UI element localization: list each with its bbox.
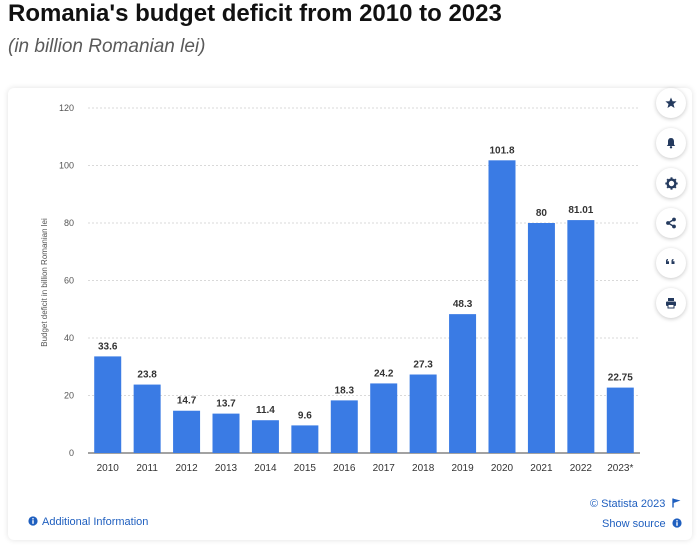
print-icon xyxy=(666,298,676,309)
favorite-button[interactable] xyxy=(656,88,686,118)
x-tick-label: 2023* xyxy=(607,463,633,474)
bar xyxy=(94,356,122,453)
bar xyxy=(212,413,240,453)
y-tick-label: 80 xyxy=(64,218,74,228)
chart-title: Romania's budget deficit from 2010 to 20… xyxy=(8,0,502,27)
bar xyxy=(527,223,555,453)
chart-subtitle: (in billion Romanian lei) xyxy=(8,36,206,57)
x-tick-label: 2022 xyxy=(570,463,593,474)
info-icon xyxy=(28,516,38,526)
bar xyxy=(173,410,201,453)
data-label: 22.75 xyxy=(608,373,633,384)
copyright-text: © Statista 2023 xyxy=(590,498,681,510)
show-source-label: Show source xyxy=(602,518,666,530)
star-icon xyxy=(665,97,677,108)
x-tick-label: 2015 xyxy=(294,463,317,474)
bar xyxy=(488,160,516,453)
data-label: 23.8 xyxy=(137,370,157,381)
y-tick-label: 60 xyxy=(64,276,74,286)
additional-information-link[interactable]: Additional Information xyxy=(28,516,148,528)
y-tick-label: 120 xyxy=(59,103,74,113)
info-icon xyxy=(672,518,682,528)
share-icon xyxy=(666,217,676,229)
data-label: 27.3 xyxy=(413,360,433,371)
bar xyxy=(567,220,595,453)
data-label: 11.4 xyxy=(256,405,275,416)
data-label: 9.6 xyxy=(298,410,312,421)
x-tick-label: 2017 xyxy=(373,463,396,474)
bar xyxy=(133,384,161,453)
gear-icon xyxy=(664,176,678,190)
x-tick-label: 2014 xyxy=(254,463,277,474)
y-tick-label: 0 xyxy=(69,448,74,458)
data-label: 80 xyxy=(536,208,548,219)
flag-icon xyxy=(672,498,681,508)
x-tick-label: 2019 xyxy=(451,463,474,474)
data-label: 24.2 xyxy=(374,368,394,379)
data-label: 13.7 xyxy=(216,399,236,410)
bar xyxy=(291,425,319,453)
settings-button[interactable] xyxy=(656,168,686,198)
bar xyxy=(370,383,398,453)
data-label: 18.3 xyxy=(335,385,355,396)
bell-icon xyxy=(666,138,676,149)
bar xyxy=(251,420,279,453)
data-label: 81.01 xyxy=(568,205,593,216)
x-tick-label: 2021 xyxy=(530,463,553,474)
data-label: 14.7 xyxy=(177,396,197,407)
x-tick-label: 2018 xyxy=(412,463,435,474)
y-tick-label: 20 xyxy=(64,391,74,401)
bar xyxy=(409,374,437,453)
additional-information-label: Additional Information xyxy=(42,516,149,528)
y-tick-label: 40 xyxy=(64,333,74,343)
x-tick-label: 2016 xyxy=(333,463,356,474)
x-tick-label: 2020 xyxy=(491,463,514,474)
data-label: 48.3 xyxy=(453,299,473,310)
y-axis-label: Budget deficit in billion Romanian lei xyxy=(40,218,49,347)
x-tick-label: 2012 xyxy=(175,463,198,474)
bar xyxy=(330,400,358,453)
bar xyxy=(449,314,477,453)
notification-button[interactable] xyxy=(656,128,686,158)
cite-button[interactable] xyxy=(656,248,686,278)
x-tick-label: 2011 xyxy=(136,463,158,474)
y-tick-label: 100 xyxy=(59,161,74,171)
x-tick-label: 2010 xyxy=(97,463,120,474)
print-button[interactable] xyxy=(656,288,686,318)
quote-icon xyxy=(666,259,675,264)
share-button[interactable] xyxy=(656,208,686,238)
x-tick-label: 2013 xyxy=(215,463,238,474)
bar xyxy=(606,387,634,453)
data-label: 101.8 xyxy=(489,145,514,156)
data-label: 33.6 xyxy=(98,341,118,352)
copyright-label: © Statista 2023 xyxy=(590,498,666,510)
show-source-link[interactable]: Show source xyxy=(602,518,682,530)
